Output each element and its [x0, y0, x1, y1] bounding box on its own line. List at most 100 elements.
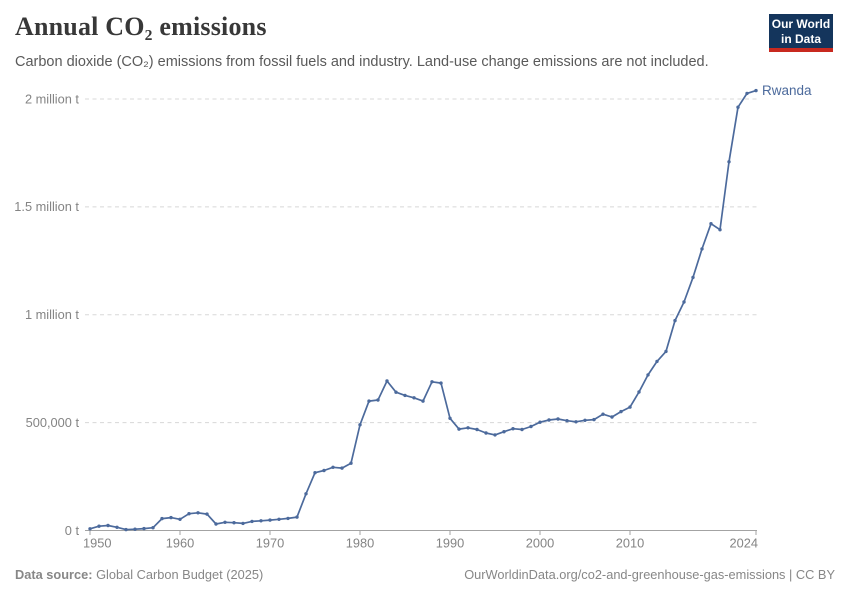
data-point[interactable]	[133, 527, 137, 531]
data-point[interactable]	[115, 525, 119, 529]
data-line[interactable]	[89, 89, 757, 531]
data-point[interactable]	[673, 318, 677, 323]
data-point[interactable]	[538, 420, 542, 424]
y-axis-label: 1 million t	[25, 307, 79, 322]
data-point[interactable]	[286, 516, 290, 521]
data-source: Data source: Global Carbon Budget (2025)	[15, 567, 263, 582]
data-point[interactable]	[97, 524, 101, 528]
data-source-text: Global Carbon Budget (2025)	[92, 567, 264, 582]
data-point[interactable]	[160, 516, 164, 521]
data-point[interactable]	[322, 468, 326, 473]
logo-line2: in Data	[780, 31, 821, 46]
data-point[interactable]	[502, 430, 506, 434]
data-point[interactable]	[88, 527, 92, 531]
data-point[interactable]	[340, 466, 344, 470]
data-point[interactable]	[745, 91, 749, 96]
data-point[interactable]	[736, 105, 740, 109]
data-point[interactable]	[646, 373, 650, 377]
data-point[interactable]	[151, 526, 155, 530]
x-axis-label: 1950	[83, 536, 111, 551]
data-point[interactable]	[169, 515, 173, 520]
data-point[interactable]	[493, 433, 497, 437]
data-point[interactable]	[664, 349, 668, 354]
data-point[interactable]	[457, 427, 461, 431]
data-point[interactable]	[124, 527, 128, 532]
data-point[interactable]	[421, 399, 425, 403]
data-point[interactable]	[187, 512, 191, 516]
data-point[interactable]	[430, 380, 434, 384]
data-point[interactable]	[403, 393, 407, 398]
chart-subtitle: Carbon dioxide (CO₂) emissions from foss…	[15, 54, 709, 70]
data-point[interactable]	[196, 511, 200, 515]
data-point[interactable]	[376, 398, 380, 402]
y-axis-label: 2 million t	[25, 91, 79, 106]
data-point[interactable]	[304, 492, 308, 496]
data-point[interactable]	[691, 275, 695, 280]
data-point[interactable]	[583, 418, 587, 422]
data-point[interactable]	[106, 523, 110, 528]
data-point[interactable]	[700, 247, 704, 251]
data-point[interactable]	[349, 461, 353, 465]
data-point[interactable]	[709, 222, 713, 226]
data-point[interactable]	[313, 471, 317, 475]
data-point[interactable]	[295, 515, 299, 519]
data-point[interactable]	[205, 512, 209, 516]
data-point[interactable]	[214, 522, 218, 526]
y-axis-label: 500,000 t	[26, 415, 80, 430]
data-point[interactable]	[439, 381, 443, 385]
footer-citation-link[interactable]: OurWorldinData.org/co2-and-greenhouse-ga…	[464, 567, 835, 582]
data-point[interactable]	[223, 520, 227, 524]
owid-logo[interactable]: Our World in Data	[769, 14, 833, 52]
data-point[interactable]	[394, 390, 398, 394]
x-axis-label: 2000	[526, 536, 554, 551]
data-point[interactable]	[385, 379, 389, 383]
data-point[interactable]	[475, 427, 479, 432]
data-point[interactable]	[232, 521, 236, 525]
data-point[interactable]	[601, 412, 605, 416]
data-point[interactable]	[547, 418, 551, 422]
logo-line1: Our World	[771, 17, 831, 31]
data-point[interactable]	[412, 396, 416, 400]
data-point[interactable]	[250, 519, 254, 524]
data-point[interactable]	[727, 160, 731, 164]
data-source-label: Data source:	[15, 567, 93, 582]
data-point[interactable]	[682, 300, 686, 304]
data-point[interactable]	[484, 431, 488, 435]
data-point[interactable]	[592, 417, 596, 422]
data-point[interactable]	[466, 426, 470, 430]
data-point[interactable]	[556, 417, 560, 421]
y-axis-label: 1.5 million t	[14, 199, 79, 214]
data-point[interactable]	[520, 427, 524, 432]
data-point[interactable]	[565, 419, 569, 423]
data-point[interactable]	[331, 465, 335, 469]
x-axis-label: 2010	[616, 536, 644, 551]
data-point[interactable]	[448, 416, 452, 420]
data-point[interactable]	[142, 526, 146, 531]
chart-footer: Data source: Global Carbon Budget (2025)…	[15, 567, 835, 582]
x-axis-label: 1990	[436, 536, 464, 551]
data-point[interactable]	[574, 420, 578, 424]
data-point[interactable]	[358, 423, 362, 427]
data-point[interactable]	[367, 399, 371, 403]
y-axis-label: 0 t	[65, 523, 80, 538]
data-point[interactable]	[637, 390, 641, 394]
data-point[interactable]	[529, 424, 533, 429]
series-label[interactable]: Rwanda	[762, 83, 812, 98]
data-point[interactable]	[610, 415, 614, 419]
data-point[interactable]	[268, 518, 272, 522]
x-axis-label: 1970	[256, 536, 284, 551]
data-point[interactable]	[619, 409, 623, 414]
data-point[interactable]	[511, 427, 515, 431]
data-point[interactable]	[277, 517, 281, 521]
data-point[interactable]	[178, 517, 182, 521]
x-axis-label: 2024	[730, 536, 758, 551]
data-point[interactable]	[655, 359, 659, 364]
data-point[interactable]	[628, 405, 632, 409]
data-point[interactable]	[754, 88, 758, 93]
data-point[interactable]	[241, 521, 245, 526]
data-point[interactable]	[259, 519, 263, 523]
data-point[interactable]	[718, 228, 722, 232]
x-axis-label: 1960	[166, 536, 194, 551]
